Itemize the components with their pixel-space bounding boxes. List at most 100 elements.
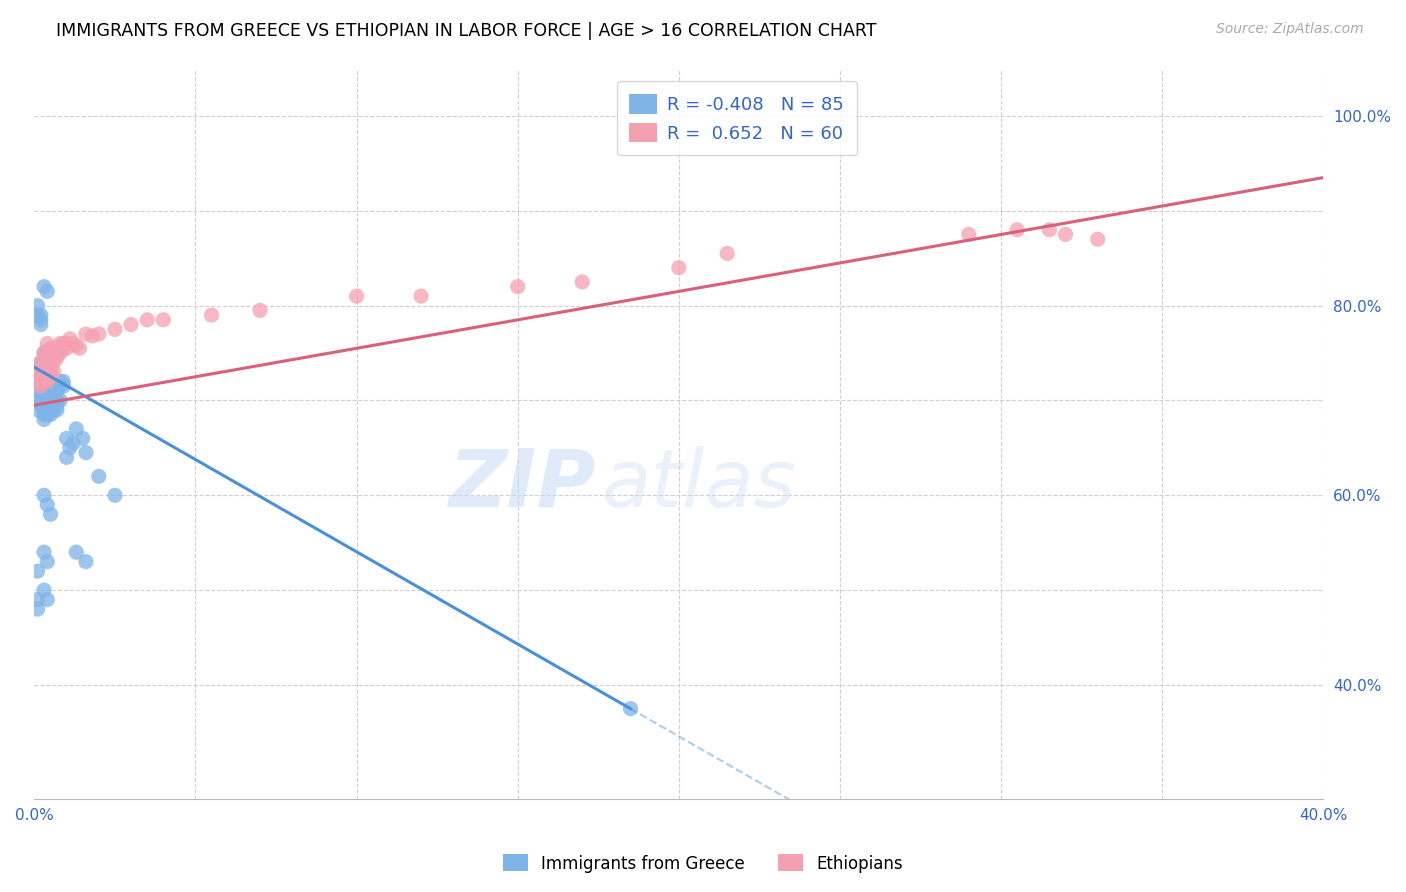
Point — [62, 436, 84, 450]
Point — [37, 365, 59, 379]
Point — [39, 341, 62, 355]
Point — [30, 365, 52, 379]
Point — [571, 275, 593, 289]
Point — [37, 355, 59, 369]
Point — [32, 346, 55, 360]
Point — [55, 450, 77, 465]
Point — [39, 365, 62, 379]
Point — [30, 375, 52, 389]
Point — [39, 365, 62, 379]
Point — [30, 308, 52, 322]
Point — [37, 365, 59, 379]
Point — [62, 336, 84, 351]
Point — [249, 303, 271, 318]
Point — [39, 375, 62, 389]
Point — [136, 313, 159, 327]
Point — [30, 318, 52, 332]
Point — [32, 279, 55, 293]
Point — [716, 246, 738, 260]
Point — [37, 403, 59, 417]
Point — [27, 365, 49, 379]
Point — [87, 327, 110, 342]
Point — [49, 393, 72, 408]
Point — [37, 398, 59, 412]
Point — [32, 403, 55, 417]
Point — [104, 322, 127, 336]
Point — [52, 379, 75, 393]
Point — [37, 336, 59, 351]
Point — [39, 398, 62, 412]
Point — [27, 393, 49, 408]
Point — [1087, 232, 1109, 246]
Point — [1054, 227, 1077, 242]
Point — [45, 346, 67, 360]
Point — [49, 341, 72, 355]
Text: atlas: atlas — [602, 446, 796, 524]
Text: ZIP: ZIP — [447, 446, 595, 524]
Point — [42, 403, 65, 417]
Point — [59, 332, 82, 346]
Point — [39, 393, 62, 408]
Point — [37, 355, 59, 369]
Point — [42, 398, 65, 412]
Point — [52, 336, 75, 351]
Point — [37, 384, 59, 398]
Point — [32, 355, 55, 369]
Point — [45, 384, 67, 398]
Point — [957, 227, 980, 242]
Point — [37, 592, 59, 607]
Point — [45, 398, 67, 412]
Point — [32, 365, 55, 379]
Point — [32, 355, 55, 369]
Point — [30, 355, 52, 369]
Point — [75, 327, 97, 342]
Point — [346, 289, 368, 303]
Legend: Immigrants from Greece, Ethiopians: Immigrants from Greece, Ethiopians — [496, 847, 910, 880]
Point — [30, 355, 52, 369]
Point — [32, 398, 55, 412]
Point — [32, 488, 55, 502]
Point — [55, 431, 77, 445]
Point — [37, 393, 59, 408]
Text: IMMIGRANTS FROM GREECE VS ETHIOPIAN IN LABOR FORCE | AGE > 16 CORRELATION CHART: IMMIGRANTS FROM GREECE VS ETHIOPIAN IN L… — [56, 22, 877, 40]
Point — [32, 346, 55, 360]
Point — [39, 369, 62, 384]
Point — [75, 555, 97, 569]
Point — [42, 346, 65, 360]
Point — [52, 375, 75, 389]
Point — [37, 379, 59, 393]
Point — [37, 375, 59, 389]
Point — [45, 351, 67, 365]
Point — [45, 341, 67, 355]
Text: Source: ZipAtlas.com: Source: ZipAtlas.com — [1216, 22, 1364, 37]
Point — [27, 299, 49, 313]
Point — [30, 384, 52, 398]
Point — [32, 375, 55, 389]
Point — [27, 384, 49, 398]
Point — [27, 375, 49, 389]
Point — [37, 555, 59, 569]
Point — [30, 398, 52, 412]
Point — [65, 545, 87, 559]
Legend: R = -0.408   N = 85, R =  0.652   N = 60: R = -0.408 N = 85, R = 0.652 N = 60 — [617, 81, 856, 155]
Point — [59, 441, 82, 455]
Point — [72, 431, 94, 445]
Point — [42, 365, 65, 379]
Point — [409, 289, 432, 303]
Point — [37, 285, 59, 299]
Point — [32, 408, 55, 422]
Point — [52, 341, 75, 355]
Point — [87, 469, 110, 483]
Point — [37, 408, 59, 422]
Point — [30, 365, 52, 379]
Point — [32, 393, 55, 408]
Point — [42, 384, 65, 398]
Point — [1038, 223, 1060, 237]
Point — [37, 498, 59, 512]
Point — [506, 279, 529, 293]
Point — [45, 403, 67, 417]
Point — [32, 545, 55, 559]
Point — [37, 346, 59, 360]
Point — [39, 384, 62, 398]
Point — [120, 318, 142, 332]
